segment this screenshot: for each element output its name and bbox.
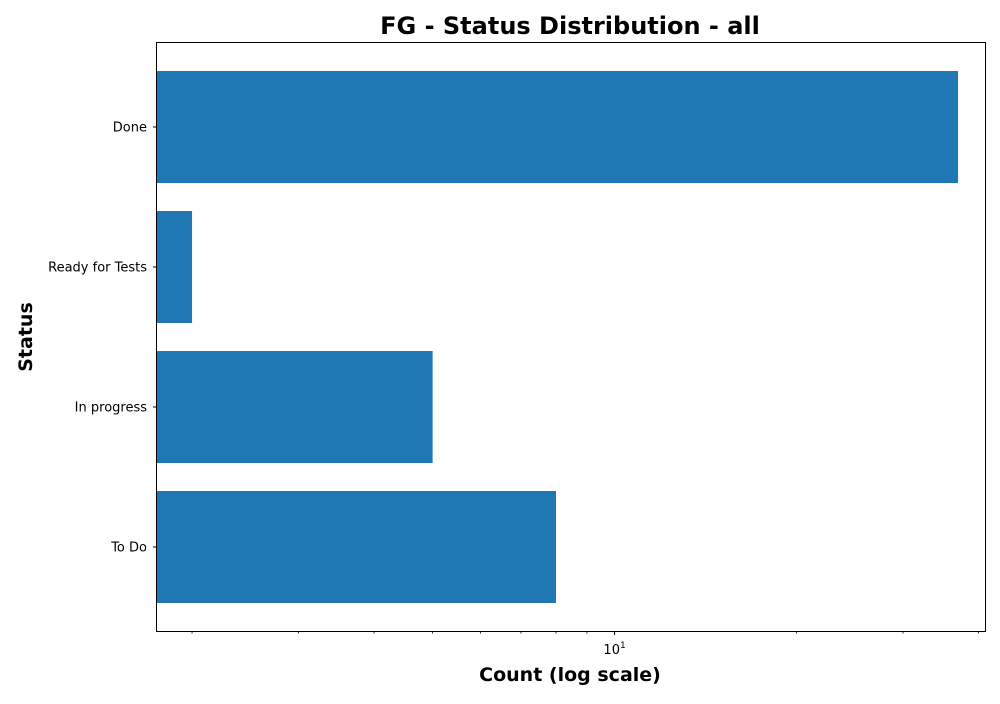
plot-frame [156, 42, 986, 632]
y-tick-label: Ready for Tests [48, 261, 147, 276]
y-axis-title: Status [15, 302, 37, 372]
x-axis-title: Count (log scale) [479, 664, 661, 686]
bar-to-do [157, 491, 556, 603]
bar-done [157, 71, 959, 183]
y-tick-label: In progress [75, 401, 148, 416]
bar-in-progress [157, 351, 433, 463]
bar-ready-for-tests [157, 211, 193, 323]
bars-group [157, 71, 959, 603]
x-tick-label: 101 [603, 641, 625, 658]
x-ticks-group: 101 [191, 631, 979, 658]
y-ticks-group: Done Ready for Tests In progress To Do [48, 121, 157, 556]
chart-title: FG - Status Distribution - all [380, 12, 760, 40]
y-tick-label: To Do [110, 541, 147, 556]
y-tick-label: Done [113, 121, 147, 136]
